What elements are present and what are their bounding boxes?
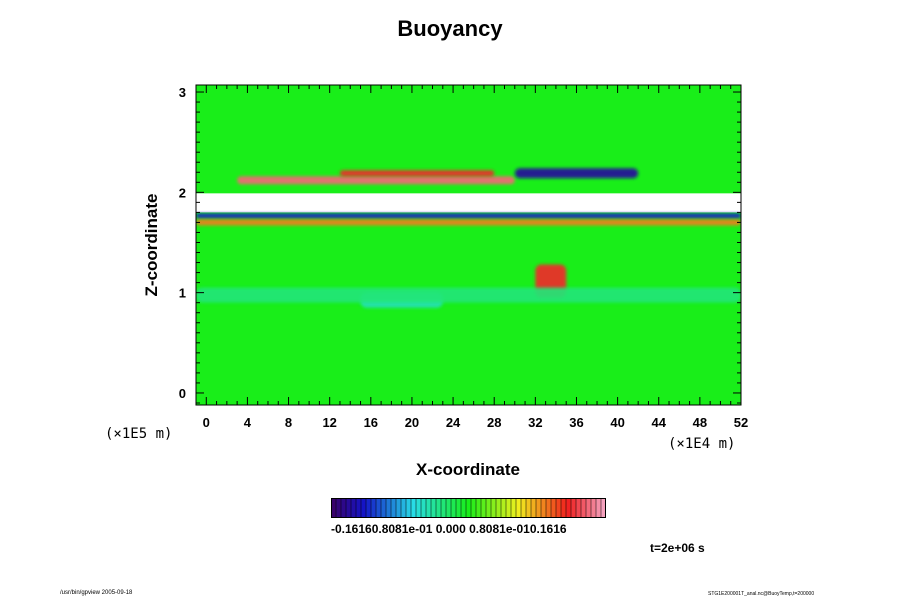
colorbar-segment	[351, 498, 357, 518]
colorbar-segment	[546, 498, 552, 518]
colorbar-segment	[491, 498, 497, 518]
colorbar-segment	[531, 498, 537, 518]
colorbar-segment	[511, 498, 517, 518]
colorbar-segment	[576, 498, 582, 518]
colorbar-segment	[466, 498, 472, 518]
colorbar-segment	[436, 498, 442, 518]
colorbar-segment	[521, 498, 527, 518]
y-tick-label: 0	[179, 386, 186, 401]
colorbar-segment	[441, 498, 447, 518]
colorbar-segment	[586, 498, 592, 518]
colorbar-segment	[536, 498, 542, 518]
colorbar-segment	[456, 498, 462, 518]
positive-anomaly-region	[339, 170, 495, 177]
colorbar-segment	[571, 498, 577, 518]
colorbar-segment	[471, 498, 477, 518]
plot-background	[196, 85, 741, 405]
colorbar-segment	[506, 498, 512, 518]
x-tick-label: 24	[446, 415, 461, 430]
colorbar-segment	[501, 498, 507, 518]
colorbar-segment	[591, 498, 597, 518]
colorbar-segment	[406, 498, 412, 518]
colorbar-frame	[331, 498, 606, 518]
y-tick-label: 3	[179, 85, 186, 100]
x-tick-label: 8	[285, 415, 292, 430]
missing-band-region	[196, 193, 741, 213]
y-tick-label: 2	[179, 185, 186, 200]
colorbar-segment	[356, 498, 362, 518]
colorbar-segment	[486, 498, 492, 518]
colorbar-segment	[561, 498, 567, 518]
colorbar-segment	[341, 498, 347, 518]
colorbar-segment	[431, 498, 437, 518]
colorbar-segment	[386, 498, 392, 518]
chart-title: Buoyancy	[397, 16, 503, 41]
colorbar-segment	[451, 498, 457, 518]
colorbar-segment	[446, 498, 452, 518]
colorbar-segment	[331, 498, 337, 518]
x-tick-label: 36	[569, 415, 583, 430]
colorbar-segment	[346, 498, 352, 518]
colorbar-segment	[391, 498, 397, 518]
x-tick-label: 20	[405, 415, 419, 430]
colorbar-segment	[421, 498, 427, 518]
colorbar-segment	[526, 498, 532, 518]
colorbar-segment	[516, 498, 522, 518]
z-unit-label: (×1E5 m)	[105, 426, 173, 442]
colorbar-segment	[416, 498, 422, 518]
colorbar-segment	[371, 498, 377, 518]
x-tick-label: 4	[244, 415, 252, 430]
x-axis-label: X-coordinate	[416, 460, 520, 479]
colorbar-labels: -0.16160.8081e-01 0.000 0.8081e-010.1616	[331, 522, 567, 536]
positive-anomaly-region	[196, 219, 741, 226]
x-unit-label: (×1E4 m)	[668, 436, 736, 452]
colorbar-segment	[401, 498, 407, 518]
footer-left: /usr/bin/gpview 2005-09-18	[60, 590, 133, 596]
x-tick-label: 48	[693, 415, 707, 430]
colorbar-segment	[361, 498, 367, 518]
colorbar-segment	[551, 498, 557, 518]
x-tick-label: 0	[203, 415, 210, 430]
x-tick-label: 28	[487, 415, 501, 430]
colorbar-segment	[411, 498, 417, 518]
colorbar-segment	[381, 498, 387, 518]
colorbar	[331, 498, 606, 518]
colorbar-segment	[366, 498, 372, 518]
colorbar-segment	[496, 498, 502, 518]
x-tick-label: 16	[364, 415, 378, 430]
colorbar-segment	[596, 498, 602, 518]
x-tick-label: 44	[652, 415, 667, 430]
colorbar-segment	[476, 498, 482, 518]
colorbar-segment	[556, 498, 562, 518]
x-tick-label: 12	[322, 415, 336, 430]
plot-frame	[195, 84, 742, 406]
colorbar-segment	[566, 498, 572, 518]
negative-anomaly-region	[196, 213, 741, 219]
colorbar-segment	[601, 498, 606, 518]
colorbar-segment	[461, 498, 467, 518]
positive-anomaly-region	[237, 176, 515, 185]
y-tick-label: 1	[179, 286, 186, 301]
footer-right: STG1E200001T_anal.nc@BuoyTemp,t=200000	[708, 591, 815, 597]
x-tick-label: 40	[610, 415, 624, 430]
colorbar-segment	[481, 498, 487, 518]
time-label: t=2e+06 s	[650, 541, 705, 555]
colorbar-segment	[336, 498, 342, 518]
colorbar-segment	[426, 498, 432, 518]
colorbar-segment	[376, 498, 382, 518]
x-tick-label: 32	[528, 415, 542, 430]
colorbar-segment	[541, 498, 547, 518]
colorbar-segment	[396, 498, 402, 518]
colorbar-segment	[581, 498, 587, 518]
negative-anomaly-region	[196, 287, 741, 303]
negative-anomaly-region	[514, 168, 639, 179]
x-tick-label: 52	[734, 415, 748, 430]
